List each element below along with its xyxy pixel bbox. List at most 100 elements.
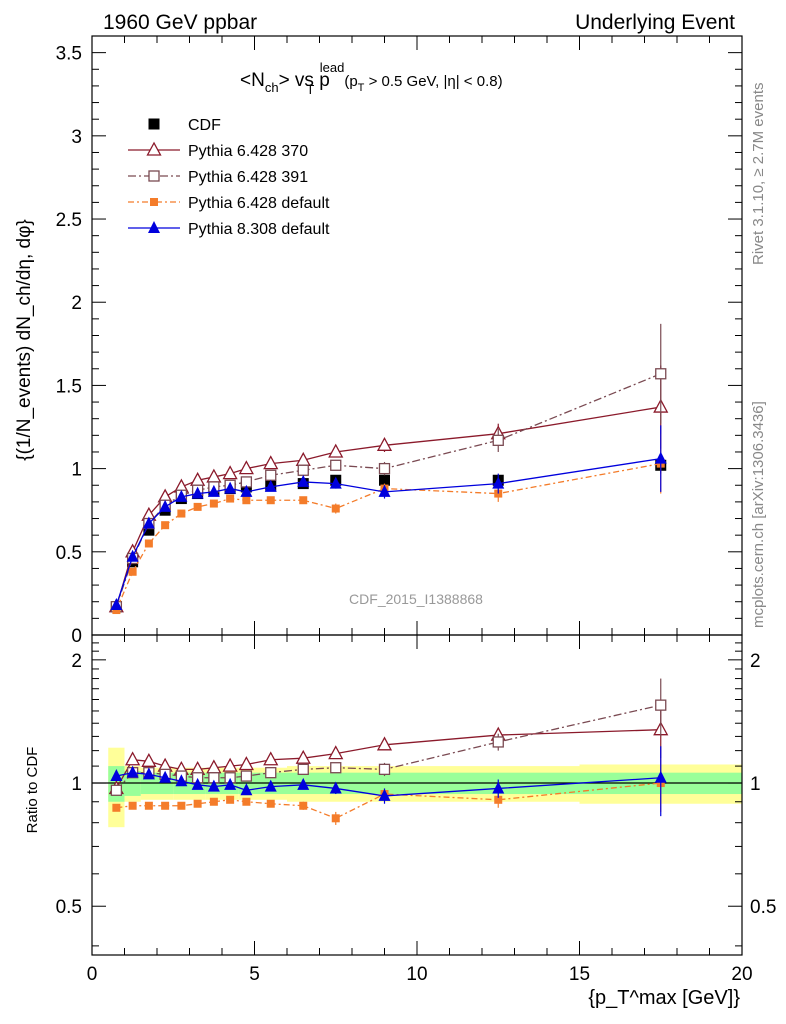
legend-label: CDF (188, 117, 221, 134)
main-point-pythia-6-428-370 (328, 443, 344, 458)
ratio-point-pythia-6-428-370 (263, 751, 279, 766)
ratio-point-pythia-6-428-391 (265, 767, 277, 779)
ratio-point-pythia-6-428-default (161, 801, 170, 810)
legend-marker (150, 198, 158, 206)
ratio-point-pythia-6-428-391 (297, 763, 309, 776)
ratio-point-pythia-8-308-default (110, 769, 123, 782)
header-left: 1960 GeV ppbar (103, 11, 257, 34)
main-point-pythia-6-428-default (128, 567, 137, 576)
legend-label: Pythia 6.428 391 (188, 169, 308, 186)
main-point-pythia-8-308-default (378, 484, 391, 497)
ratio-y-tick-label-right: 1 (750, 774, 761, 795)
main-point-pythia-8-308-default (224, 481, 237, 494)
ratio-bands (92, 747, 742, 828)
y-tick-label: 0 (71, 626, 82, 647)
legend-marker (148, 118, 160, 130)
legend-label: Pythia 6.428 370 (188, 143, 308, 160)
main-point-pythia-8-308-default (492, 476, 505, 489)
main-point-pythia-6-428-default (266, 496, 275, 505)
ratio-point-pythia-6-428-370 (328, 745, 344, 760)
ratio-point-pythia-6-428-391 (378, 763, 391, 776)
main-point-pythia-6-428-default (226, 494, 235, 503)
ratio-point-pythia-6-428-391 (240, 770, 253, 782)
main-point-pythia-6-428-default (331, 504, 340, 513)
main-point-pythia-8-308-default (207, 484, 220, 497)
legend-marker (148, 170, 160, 182)
legend-label: Pythia 8.308 default (188, 221, 330, 238)
ratio-point-pythia-6-428-default (226, 795, 235, 804)
main-point-pythia-6-428-default (299, 496, 308, 505)
ratio-point-pythia-8-308-default (207, 779, 220, 792)
ratio-point-pythia-6-428-default (299, 801, 308, 810)
x-tick-label: 15 (569, 964, 590, 985)
main-point-pythia-8-308-default (264, 479, 277, 492)
ratio-point-pythia-6-428-default (128, 801, 137, 810)
x-tick-label: 5 (249, 964, 260, 985)
ratio-point-pythia-6-428-370 (295, 749, 311, 764)
y-tick-label: 1.5 (56, 376, 82, 397)
side-label-rivet: Rivet 3.1.10, ≥ 2.7M events (750, 83, 767, 266)
side-label-mcplots: mcplots.cern.ch [arXiv:1306.3436] (750, 401, 767, 628)
main-point-pythia-6-428-370 (376, 436, 393, 451)
ratio-point-pythia-6-428-370 (141, 752, 157, 767)
ratio-y-tick-label: 0.5 (56, 897, 82, 918)
main-point-pythia-6-428-370 (263, 455, 279, 470)
main-point-pythia-6-428-default (177, 509, 186, 518)
ratio-point-pythia-6-428-391 (110, 784, 123, 796)
plot-title: <Nch> vs plead T (pT > 0.5 GeV, |η| < 0.8) (240, 60, 503, 97)
main-point-pythia-6-428-default (161, 521, 170, 530)
main-point-pythia-6-428-default (144, 539, 153, 548)
axis-tick-labels: 0 5 10 15 20 0 0.5 1 1.5 2 2.5 3 3.5 0.5 0.5 1 1 2 2 (56, 44, 777, 985)
y-tick-label: 2.5 (56, 210, 82, 231)
legend-label: Pythia 6.428 default (188, 195, 330, 212)
ratio-y-tick-label-right: 2 (750, 651, 761, 672)
ratio-y-tick-label: 1 (71, 774, 82, 795)
ratio-point-pythia-8-308-default (142, 767, 155, 780)
main-point-pythia-8-308-default (297, 474, 310, 487)
main-point-pythia-8-308-default (142, 516, 155, 529)
main-point-pythia-6-428-391 (378, 462, 391, 475)
x-tick-label: 0 (87, 964, 98, 985)
main-point-pythia-8-308-default (175, 489, 188, 502)
header-right: Underlying Event (575, 11, 735, 34)
y-tick-label: 3 (71, 127, 82, 148)
ratio-point-pythia-8-308-default (191, 777, 204, 790)
ratio-point-pythia-8-308-default (224, 777, 237, 790)
main-point-pythia-6-428-391 (330, 459, 342, 471)
main-point-pythia-6-428-391 (492, 434, 504, 446)
ratio-point-pythia-8-308-default (654, 770, 667, 783)
y-tick-label: 0.5 (56, 543, 82, 564)
main-point-pythia-8-308-default (240, 484, 253, 497)
main-point-pythia-8-308-default (159, 499, 172, 512)
main-point-pythia-8-308-default (654, 451, 667, 464)
legend: CDF Pythia 6.428 370 Pythia 6.428 391 Pythi… (128, 117, 330, 238)
y-tick-label: 2 (71, 293, 82, 314)
ratio-point-pythia-6-428-370 (125, 751, 141, 766)
main-point-pythia-6-428-default (242, 496, 251, 505)
x-tick-label: 10 (406, 964, 427, 985)
data-series (108, 323, 669, 825)
ratio-point-pythia-6-428-370 (222, 757, 238, 772)
legend-marker (146, 141, 162, 156)
main-point-pythia-8-308-default (329, 476, 342, 489)
main-point-pythia-8-308-default (126, 549, 139, 562)
y-tick-label: 1 (71, 460, 82, 481)
ratio-y-tick-label-right: 0.5 (750, 897, 776, 918)
ratio-point-pythia-8-308-default (159, 770, 172, 783)
main-point-pythia-6-428-391 (297, 464, 309, 476)
ratio-point-pythia-6-428-default (193, 799, 202, 808)
ratio-point-pythia-6-428-default (242, 797, 251, 806)
watermark: CDF_2015_I1388868 (349, 591, 483, 607)
x-tick-label: 20 (731, 964, 752, 985)
ratio-point-pythia-6-428-default (144, 801, 153, 810)
main-point-pythia-6-428-370 (222, 465, 238, 480)
axis-ticks (91, 35, 743, 955)
ratio-point-pythia-6-428-default (331, 814, 340, 823)
ratio-point-pythia-8-308-default (297, 777, 310, 790)
ratio-line-pythia-6-428-391 (115, 704, 661, 791)
ratio-point-pythia-6-428-default (209, 797, 218, 806)
ratio-y-tick-label: 2 (71, 651, 82, 672)
ratio-point-pythia-6-428-391 (655, 699, 667, 711)
main-point-pythia-6-428-default (193, 502, 202, 511)
ratio-point-pythia-6-428-default (177, 801, 186, 810)
